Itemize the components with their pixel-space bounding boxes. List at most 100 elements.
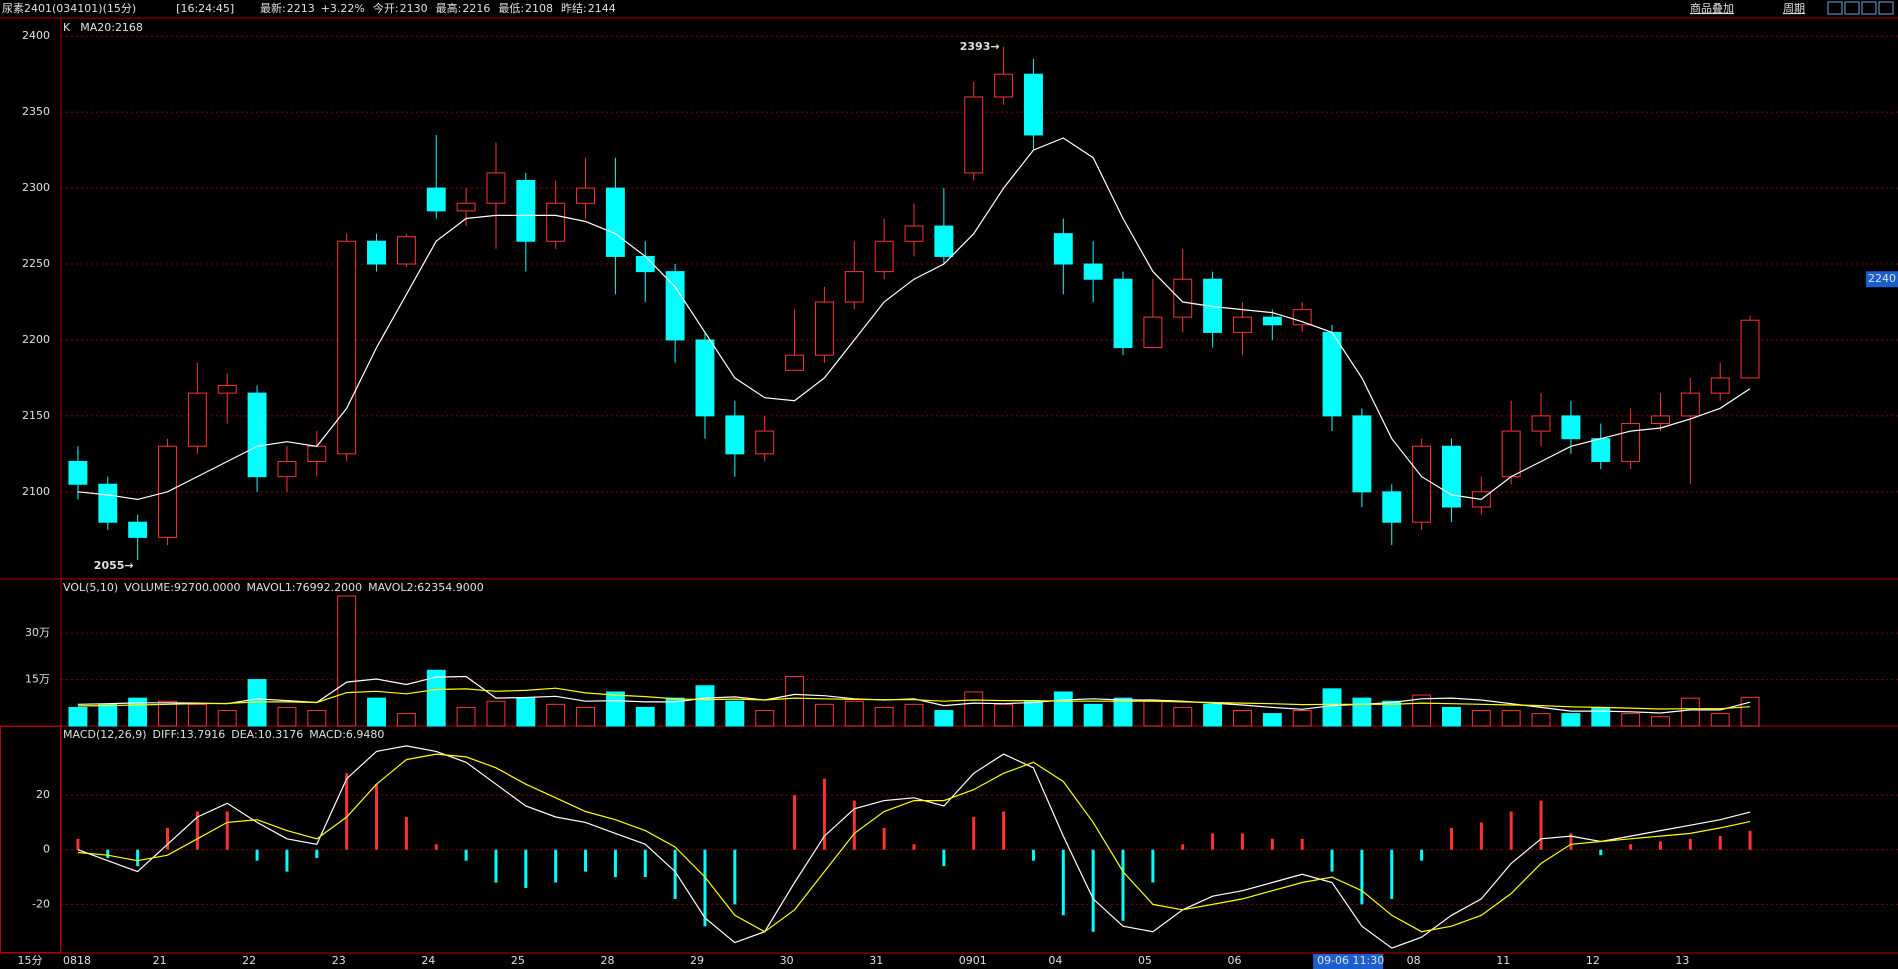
volume-bar	[367, 697, 386, 727]
volume-bar	[904, 703, 924, 727]
volume-bar	[158, 700, 177, 727]
candle-body	[994, 73, 1014, 98]
quote-value: 2213	[287, 2, 315, 15]
instrument-title: 尿素2401(034101)(15分)	[2, 2, 136, 15]
candle-body	[1053, 233, 1073, 265]
menu-link[interactable]: 商品叠加	[1690, 1, 1734, 15]
volume-bar	[456, 706, 476, 727]
candle-body	[1680, 392, 1700, 417]
interval-label: 15分	[18, 954, 43, 967]
toolbar-icon[interactable]	[1827, 1, 1843, 15]
volume-bar	[1680, 697, 1700, 727]
mavol-line	[77, 675, 1751, 714]
x-tick-label: 06	[1228, 954, 1242, 967]
volume-bar	[98, 703, 118, 727]
volume-bar	[964, 691, 984, 727]
volume-bar	[725, 700, 745, 727]
y-tick-label: 15万	[25, 673, 50, 686]
volume-bar	[1531, 713, 1551, 727]
volume-bar	[814, 703, 834, 727]
volume-bar	[1053, 691, 1073, 727]
y-tick-label: -20	[32, 897, 50, 910]
volume-bar	[516, 697, 536, 727]
volume-bar	[187, 703, 207, 727]
candle-body	[546, 202, 566, 242]
volume-bar	[994, 703, 1014, 727]
candle-body	[1501, 430, 1521, 478]
candle-body	[1651, 415, 1670, 424]
candle-body	[1710, 377, 1730, 394]
volume-bar	[605, 691, 625, 727]
candle-body	[367, 240, 386, 265]
x-tick-label: 28	[600, 954, 614, 967]
volume-bar	[1113, 697, 1133, 727]
toolbar-icon[interactable]	[1861, 1, 1877, 15]
volume-bar	[1471, 710, 1491, 727]
candle-body	[128, 521, 148, 538]
cursor-time-box	[1313, 954, 1384, 969]
candle-body	[635, 255, 655, 273]
volume-bar	[1621, 713, 1641, 727]
x-tick-label: 11	[1496, 954, 1510, 967]
y-tick-label: 2100	[22, 485, 50, 498]
volume-bar	[1262, 713, 1282, 727]
volume-bar	[1501, 710, 1521, 727]
macd-line	[77, 753, 1751, 933]
volume-bar	[1023, 700, 1043, 727]
candle-body	[1382, 491, 1402, 523]
volume-bar	[486, 700, 506, 727]
candle-body	[516, 179, 536, 242]
candle-body	[1173, 278, 1193, 318]
candle-body	[456, 202, 476, 212]
quote-label: 最高:	[436, 1, 462, 15]
candle-body	[68, 460, 88, 485]
toolbar-icon[interactable]	[1878, 1, 1894, 15]
legend-entry: DEA:10.3176	[231, 728, 303, 741]
y-tick-label: 2350	[22, 105, 50, 118]
candle-body	[1531, 415, 1551, 432]
volume-bar	[635, 706, 655, 727]
y-tick-label: 2400	[22, 29, 50, 42]
y-tick-label: 2300	[22, 181, 50, 194]
x-tick-label: 25	[511, 954, 525, 967]
candle-body	[1740, 319, 1760, 379]
candle-body	[695, 339, 715, 417]
toolbar-icon[interactable]	[1844, 1, 1860, 15]
volume-bar	[1143, 700, 1163, 727]
x-tick-label: 29	[690, 954, 704, 967]
panel-title: MACD(12,26,9)	[63, 728, 147, 741]
legend-entry: VOLUME:92700.0000	[124, 581, 240, 594]
volume-bar	[1352, 697, 1372, 727]
x-tick-label: 22	[242, 954, 256, 967]
y-tick-label: 2250	[22, 257, 50, 270]
quote-label: 最新:	[260, 1, 286, 15]
candle-body	[187, 392, 207, 447]
menu-link[interactable]: 周期	[1783, 2, 1805, 15]
candle-body	[665, 271, 685, 341]
candle-body	[98, 483, 118, 523]
candle-body	[217, 385, 237, 394]
x-tick-label: 23	[332, 954, 346, 967]
x-tick-label: 21	[153, 954, 167, 967]
y-tick-label: 0	[43, 843, 50, 856]
candle-body	[964, 96, 984, 174]
volume-bar	[1740, 696, 1760, 727]
candle-body	[1322, 331, 1342, 417]
volume-bar	[1651, 716, 1670, 727]
volume-bar	[874, 706, 894, 727]
candle-body	[785, 354, 805, 371]
candle-body	[1561, 415, 1581, 440]
quote-label: 最低:	[498, 2, 524, 15]
candle-body	[874, 240, 894, 273]
volume-bar	[217, 710, 237, 727]
candle-body	[1023, 73, 1043, 136]
volume-bar	[844, 700, 864, 727]
volume-bar	[695, 685, 715, 727]
candle-body	[1113, 278, 1133, 349]
volume-bar	[1561, 713, 1581, 727]
macd-line	[77, 745, 1751, 949]
candle-body	[1143, 316, 1163, 349]
quote-time: [16:24:45]	[176, 2, 234, 15]
x-tick-label: 0901	[959, 954, 987, 967]
